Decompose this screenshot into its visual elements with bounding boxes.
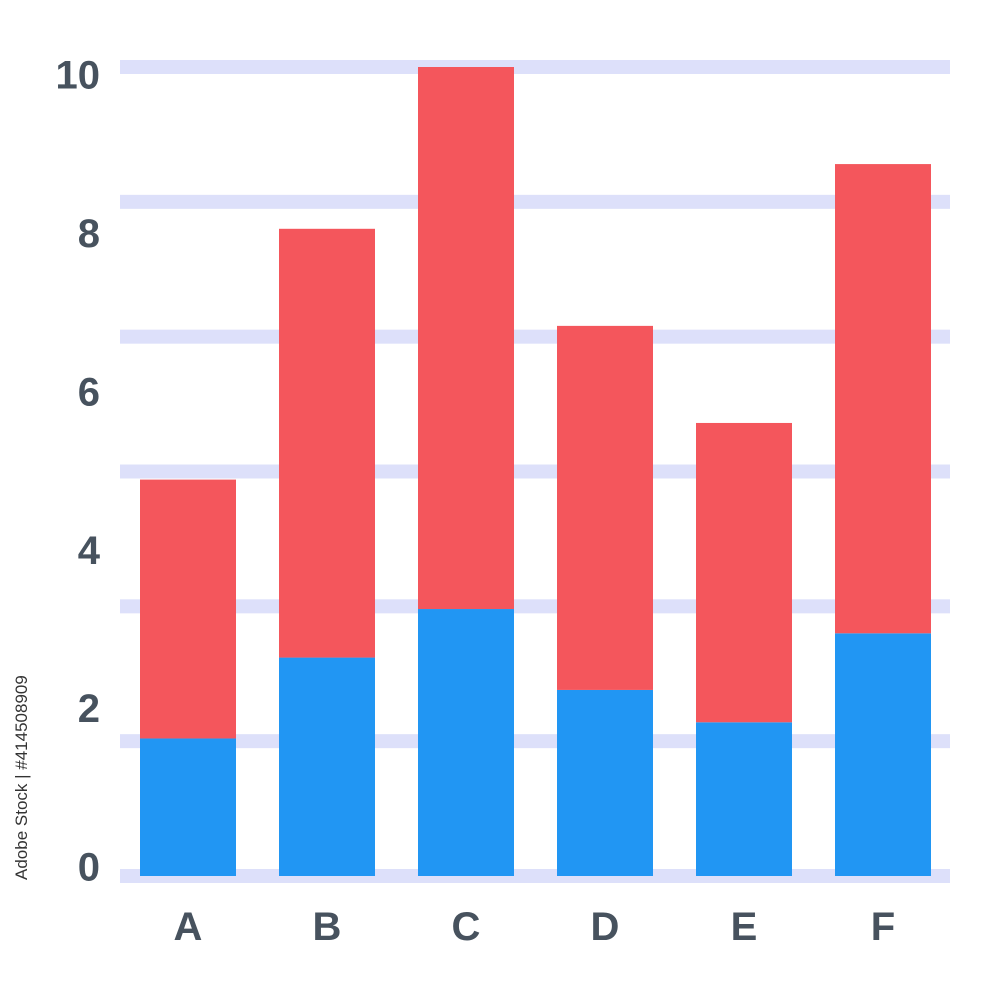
y-tick-label: 6	[78, 370, 100, 414]
grid-line	[120, 194, 950, 209]
grid-lines	[120, 60, 950, 883]
grid-line	[120, 599, 950, 614]
y-tick-label: 0	[78, 846, 100, 890]
bar-c-segment-2	[418, 67, 514, 610]
bar-a-segment-2	[140, 479, 236, 739]
y-tick-label: 2	[78, 687, 100, 731]
y-tick-label: 4	[78, 529, 101, 573]
grid-line	[120, 869, 950, 883]
y-axis-ticks: 0 2 4 6 8 10	[56, 54, 101, 890]
bar-e-segment-2	[696, 422, 792, 723]
bar-d-segment-2	[557, 325, 653, 690]
bar-a-segment-1	[140, 738, 236, 876]
bar-e-segment-1	[696, 722, 792, 876]
grid-line	[120, 329, 950, 344]
bar-b-segment-1	[279, 657, 375, 876]
bar-f-segment-1	[835, 633, 931, 876]
x-tick-label: B	[313, 905, 342, 949]
grid-line	[120, 464, 950, 479]
x-tick-label: F	[871, 905, 895, 949]
x-tick-label: E	[731, 905, 758, 949]
x-tick-label: A	[174, 905, 203, 949]
x-tick-label: D	[591, 905, 620, 949]
watermark-text: Adobe Stock | #414508909	[12, 675, 31, 880]
y-tick-label: 8	[78, 212, 100, 256]
y-tick-label: 10	[56, 54, 101, 98]
bar-f-segment-2	[835, 164, 931, 634]
bar-d-segment-1	[557, 689, 653, 876]
bar-c-segment-1	[418, 609, 514, 876]
x-axis-labels: A B C D E F	[174, 905, 896, 949]
bars	[140, 67, 931, 876]
grid-line	[120, 60, 950, 74]
bar-b-segment-2	[279, 228, 375, 658]
x-tick-label: C	[452, 905, 481, 949]
grid-line	[120, 734, 950, 749]
